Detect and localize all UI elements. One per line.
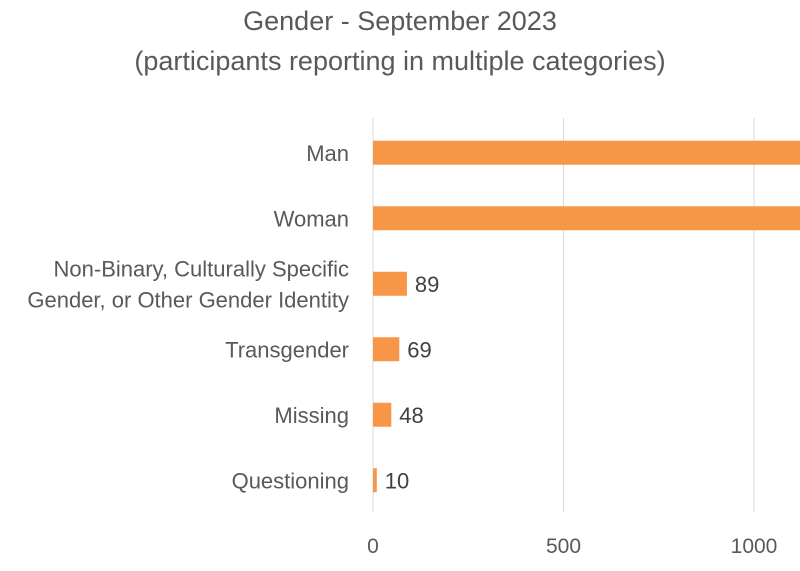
data-label: 48 [399,403,423,428]
data-label: 10 [385,468,409,493]
chart-subtitle: (participants reporting in multiple cate… [134,46,666,76]
x-tick-label: 1000 [731,535,778,558]
bar-3 [373,337,400,362]
category-label: Man [306,141,349,166]
x-tick-label: 500 [546,535,581,558]
bar-0 [373,140,800,165]
chart-title: Gender - September 2023 [243,6,557,36]
category-label: Transgender [225,337,349,362]
bar-5 [373,468,377,493]
bar-4 [373,402,392,427]
category-label: Missing [274,403,349,428]
category-label: Questioning [232,468,349,493]
data-label: 89 [415,272,439,297]
x-tick-label: 0 [367,535,379,558]
category-label: Woman [274,206,349,231]
category-label: Gender, or Other Gender Identity [27,287,349,312]
bar-2 [373,271,407,296]
bar-1 [373,206,800,231]
category-label: Non-Binary, Culturally Specific [54,256,349,281]
data-label: 69 [407,337,431,362]
